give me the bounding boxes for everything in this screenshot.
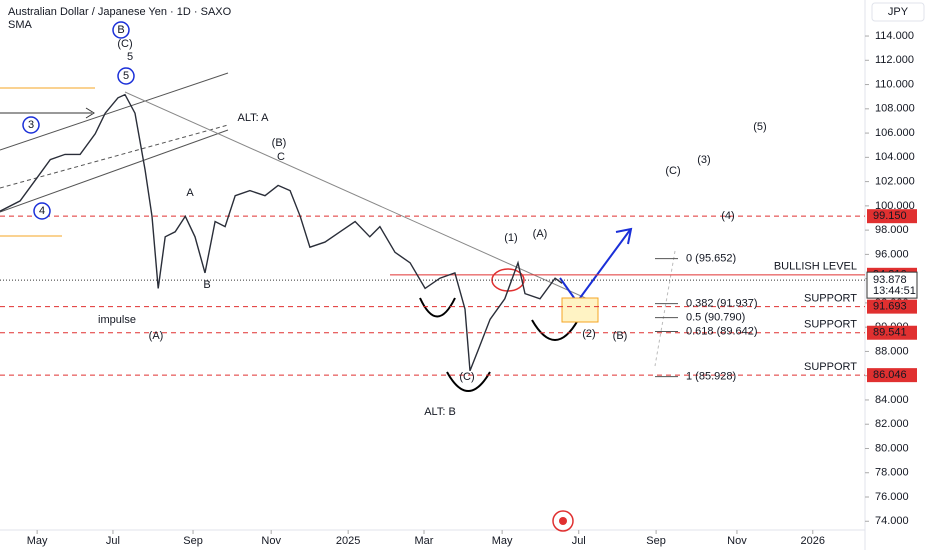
y-tick-label: 78.000 xyxy=(875,467,909,479)
annotation: (4) xyxy=(721,210,734,222)
fib-label: 1 (85.928) xyxy=(686,370,736,382)
arrow-head xyxy=(85,107,95,119)
level-text: SUPPORT xyxy=(804,293,857,305)
annotation: (3) xyxy=(697,154,710,166)
annotation: (1) xyxy=(504,232,517,244)
annotation: (A) xyxy=(533,228,548,240)
annotation: (B) xyxy=(272,137,287,149)
annotation: (2) xyxy=(582,328,595,340)
fib-label: 0.618 (89.642) xyxy=(686,325,758,337)
x-tick-label: Sep xyxy=(183,535,203,547)
level-text: BULLISH LEVEL xyxy=(774,261,857,273)
y-tick-label: 74.000 xyxy=(875,515,909,527)
annotation: B xyxy=(203,279,210,291)
level-badge xyxy=(867,325,917,340)
x-tick-label: Mar xyxy=(415,535,434,547)
projection-arrow xyxy=(576,229,631,303)
annotation: C xyxy=(277,151,285,163)
event-icon xyxy=(559,517,567,525)
x-tick-label: Nov xyxy=(261,535,281,547)
channel-line xyxy=(0,129,229,213)
level-badge xyxy=(867,368,917,383)
annotation: 5 xyxy=(127,51,133,63)
trend-line xyxy=(124,91,591,301)
level-text: SUPPORT xyxy=(804,361,857,373)
y-tick-label: 106.000 xyxy=(875,127,915,139)
annotation: 3 xyxy=(28,119,34,131)
y-tick-label: 96.000 xyxy=(875,248,909,260)
drawings xyxy=(0,72,676,532)
y-tick-label: 108.000 xyxy=(875,103,915,115)
target-zone xyxy=(561,297,599,323)
x-tick-label: Jul xyxy=(572,535,586,547)
y-tick-label: 88.000 xyxy=(875,345,909,357)
y-tick-label: 100.000 xyxy=(875,200,915,212)
channel-line xyxy=(0,72,229,151)
annotation-circle xyxy=(33,202,51,220)
annotation: (5) xyxy=(753,121,766,133)
price-badge xyxy=(866,271,918,299)
price-series xyxy=(0,93,563,372)
level-label: 86.046 xyxy=(873,369,907,381)
subtitle: SMA xyxy=(8,19,33,31)
x-tick-label: Sep xyxy=(646,535,666,547)
y-tick-label: 98.000 xyxy=(875,224,909,236)
currency: JPY xyxy=(888,6,909,18)
annotation: (C) xyxy=(665,165,680,177)
price-label: 93.878 xyxy=(873,274,907,286)
annotation: ALT: A xyxy=(238,112,270,124)
fib-diagonal xyxy=(654,250,676,367)
arc xyxy=(419,297,456,318)
annotation: (C) xyxy=(459,371,474,383)
y-tick-label: 112.000 xyxy=(875,54,914,66)
event-icon xyxy=(552,510,574,532)
y-tick-label: 76.000 xyxy=(875,491,909,503)
annotation-circle xyxy=(22,116,40,134)
arc xyxy=(531,319,579,341)
fib-label: 0.382 (91.937) xyxy=(686,298,758,310)
annotation: (B) xyxy=(613,330,628,342)
annotation-circle xyxy=(112,21,130,39)
annotation: (C) xyxy=(117,38,132,50)
fib-label: 0 (95.652) xyxy=(686,253,736,265)
x-tick-label: May xyxy=(492,535,513,547)
arc xyxy=(446,371,491,392)
y-tick-label: 82.000 xyxy=(875,418,909,430)
annotation: 4 xyxy=(39,205,45,217)
level-label: 99.150 xyxy=(873,210,907,222)
x-tick-label: Jul xyxy=(106,535,120,547)
level-badge xyxy=(867,299,917,314)
level-badge xyxy=(867,209,917,224)
y-tick-label: 84.000 xyxy=(875,394,909,406)
annotation: ALT: B xyxy=(424,406,456,418)
x-tick-label: 2025 xyxy=(336,535,360,547)
y-tick-label: 80.000 xyxy=(875,442,909,454)
fib-label: 0.5 (90.790) xyxy=(686,311,745,323)
annotation: impulse xyxy=(98,314,136,326)
y-tick-label: 110.000 xyxy=(875,78,914,90)
channel-line xyxy=(0,124,229,189)
level-label: 89.541 xyxy=(873,327,907,339)
x-tick-label: 2026 xyxy=(801,535,825,547)
currency-box xyxy=(871,2,925,22)
x-tick-label: May xyxy=(27,535,48,547)
annotation: (A) xyxy=(149,330,164,342)
chart-title: Australian Dollar / Japanese Yen · 1D · … xyxy=(8,6,232,18)
annotation: A xyxy=(186,187,194,199)
y-tick-label: 114.000 xyxy=(875,30,914,42)
annotation: B xyxy=(117,24,124,36)
y-tick-label: 104.000 xyxy=(875,151,915,163)
countdown: 13:44:51 xyxy=(873,285,916,297)
projection-arrow-head xyxy=(615,227,633,245)
annotation-circle xyxy=(117,67,135,85)
x-tick-label: Nov xyxy=(727,535,747,547)
level-text: SUPPORT xyxy=(804,319,857,331)
y-tick-label: 102.000 xyxy=(875,176,915,188)
annotation: 5 xyxy=(123,70,129,82)
level-label: 91.693 xyxy=(873,301,907,313)
